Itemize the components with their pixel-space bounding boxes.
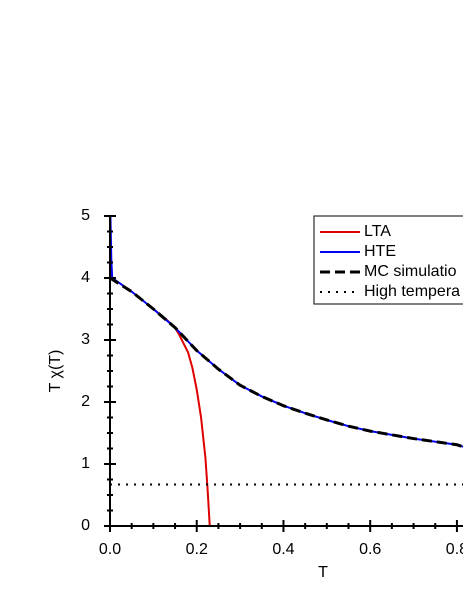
y-tick-label: 0	[81, 517, 90, 534]
y-tick-label: 2	[81, 393, 90, 410]
y-tick-label: 4	[81, 269, 90, 286]
y-axis-label: T χ(T)	[47, 350, 64, 393]
x-tick-label: 0.8	[446, 541, 463, 558]
series-line	[109, 276, 463, 449]
x-tick-label: 0.2	[186, 541, 208, 558]
x-axis-label: T	[318, 564, 328, 581]
y-tick-label: 5	[81, 207, 90, 224]
x-tick-label: 0.6	[359, 541, 381, 558]
legend-box	[313, 215, 463, 305]
legend-label: LTA	[364, 223, 391, 240]
x-tick-label: 0.0	[99, 541, 121, 558]
series-line	[152, 308, 211, 527]
legend-label: MC simulatio	[364, 263, 457, 280]
y-tick-label: 3	[81, 331, 90, 348]
legend-label: HTE	[364, 243, 396, 260]
legend-label: High tempera	[364, 283, 460, 300]
x-tick-label: 0.4	[272, 541, 294, 558]
y-tick-label: 1	[81, 455, 90, 472]
